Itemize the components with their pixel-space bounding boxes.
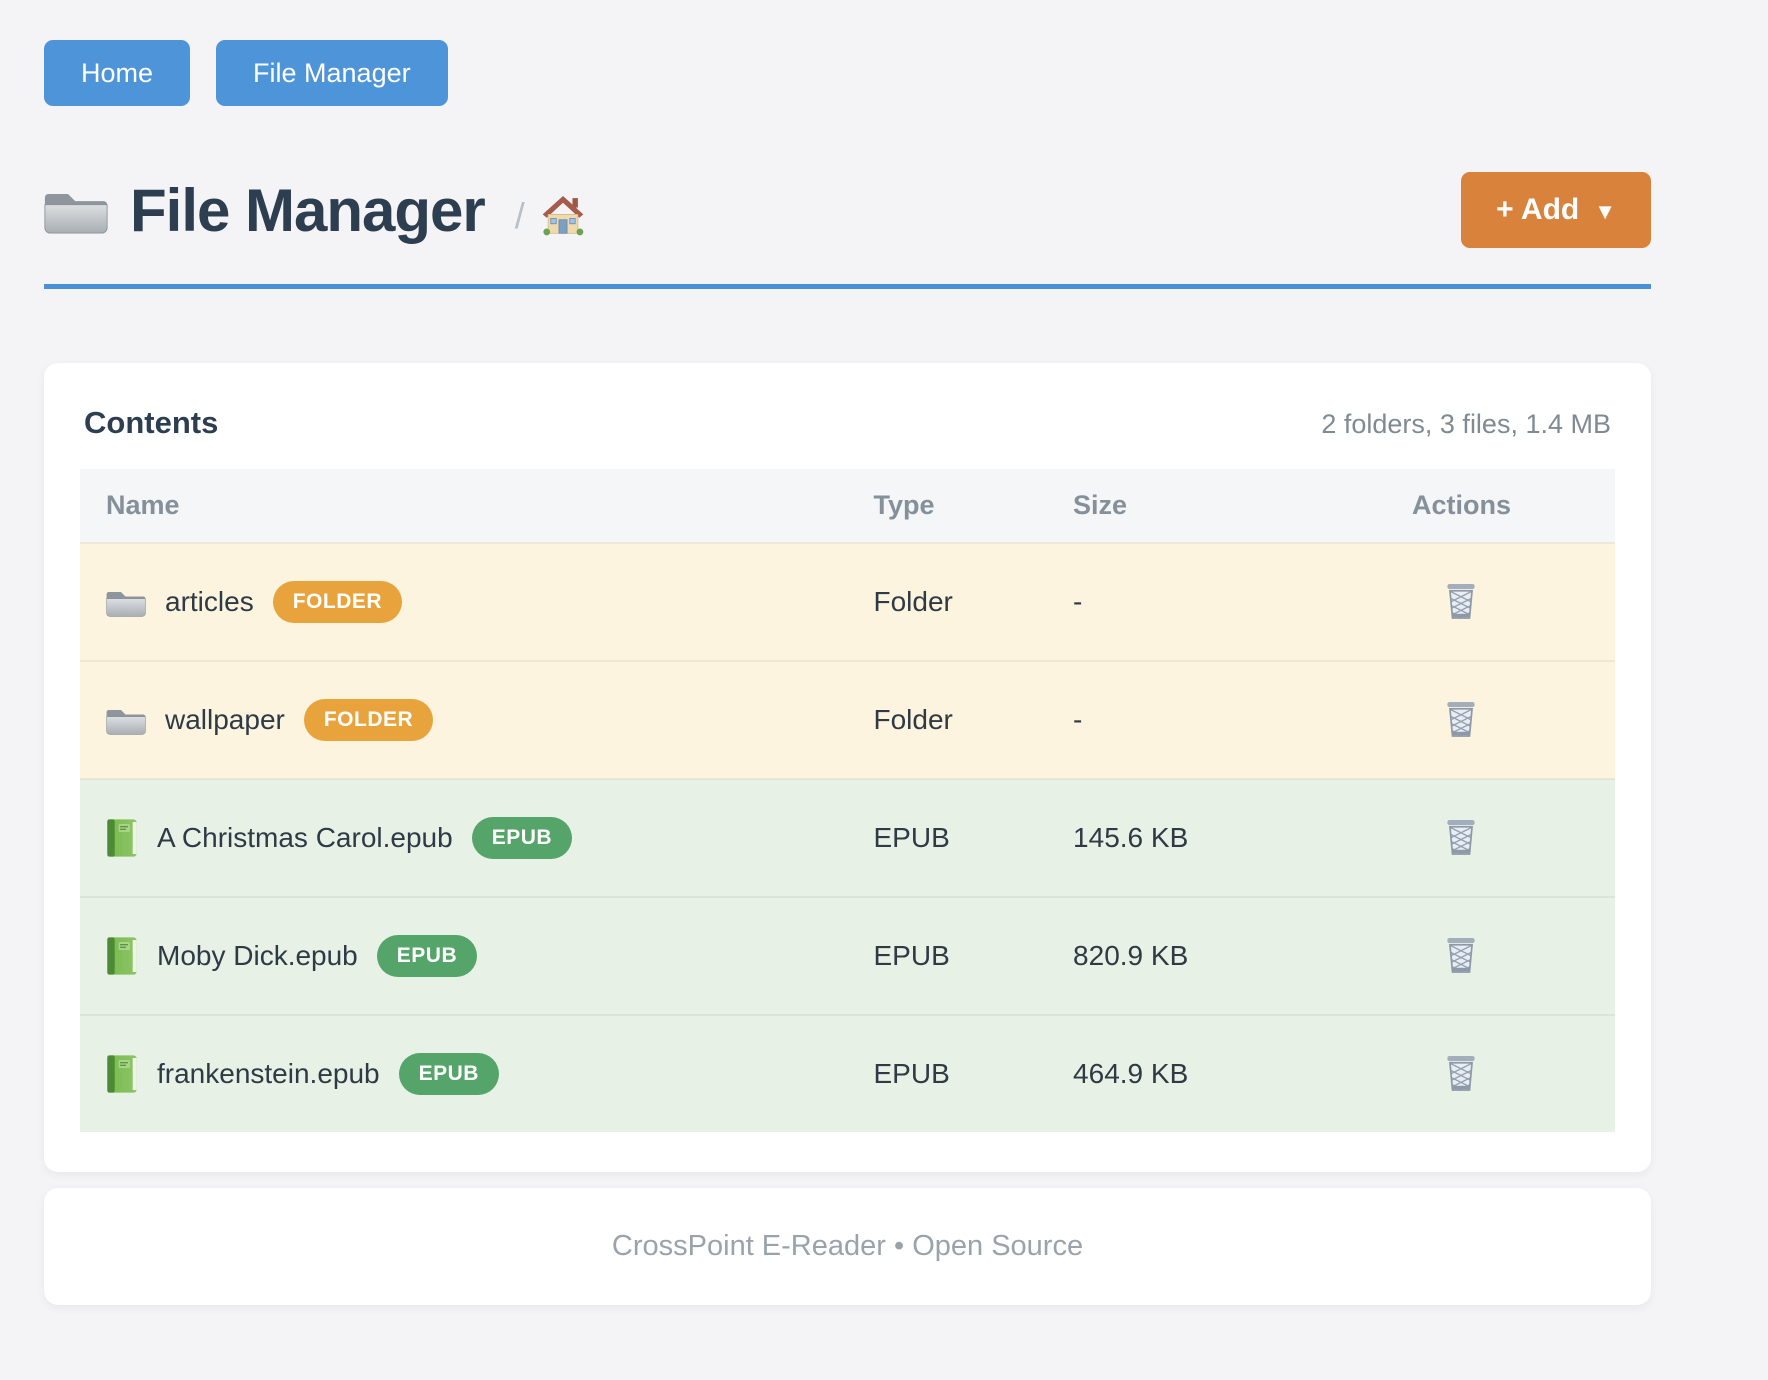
column-header-type: Type (848, 469, 1048, 543)
table-row: Moby Dick.epub EPUB EPUB 820.9 KB (80, 897, 1615, 1015)
folder-icon (106, 585, 146, 619)
delete-button[interactable] (1438, 1049, 1484, 1097)
table-row: wallpaper FOLDER Folder - (80, 661, 1615, 779)
table-row: A Christmas Carol.epub EPUB EPUB 145.6 K… (80, 779, 1615, 897)
file-type-badge: FOLDER (273, 581, 402, 623)
file-table-header: Name Type Size Actions (80, 469, 1615, 543)
file-type: Folder (848, 661, 1048, 779)
home-nav-button[interactable]: Home (44, 40, 190, 106)
file-type-badge: EPUB (472, 817, 572, 859)
house-icon[interactable] (541, 194, 585, 236)
table-row: articles FOLDER Folder - (80, 543, 1615, 661)
add-button-label: + Add (1496, 193, 1579, 227)
page-header: File Manager / + Add ▼ (44, 172, 1651, 248)
contents-card: Contents 2 folders, 3 files, 1.4 MB Name… (44, 363, 1651, 1172)
breadcrumb-separator: / (515, 195, 525, 237)
contents-summary: 2 folders, 3 files, 1.4 MB (1321, 409, 1611, 440)
file-name[interactable]: frankenstein.epub (157, 1058, 380, 1090)
wastebasket-icon (1444, 817, 1478, 857)
wastebasket-icon (1444, 581, 1478, 621)
wastebasket-icon (1444, 699, 1478, 739)
file-size: - (1047, 543, 1308, 661)
green-book-icon (106, 936, 138, 976)
file-name[interactable]: Moby Dick.epub (157, 940, 358, 972)
contents-title: Contents (84, 405, 218, 441)
folder-icon (106, 703, 146, 737)
column-header-size: Size (1047, 469, 1308, 543)
file-type-badge: EPUB (399, 1053, 499, 1095)
add-button[interactable]: + Add ▼ (1461, 172, 1651, 248)
file-type-badge: FOLDER (304, 699, 433, 741)
file-table: Name Type Size Actions articles FOLDER F… (80, 469, 1615, 1132)
folder-icon (44, 183, 108, 237)
green-book-icon (106, 818, 138, 858)
footer-card: CrossPoint E-Reader • Open Source (44, 1188, 1651, 1305)
top-nav: Home File Manager (44, 40, 1651, 106)
file-name[interactable]: A Christmas Carol.epub (157, 822, 453, 854)
file-type: EPUB (848, 779, 1048, 897)
delete-button[interactable] (1438, 577, 1484, 625)
file-type: EPUB (848, 1015, 1048, 1132)
file-type-badge: EPUB (377, 935, 477, 977)
file-size: 464.9 KB (1047, 1015, 1308, 1132)
file-name[interactable]: wallpaper (165, 704, 285, 736)
page-title: File Manager (130, 176, 485, 245)
file-name[interactable]: articles (165, 586, 254, 618)
file-manager-page: Home File Manager File Manager / + Add ▼… (0, 0, 1768, 1325)
file-size: 145.6 KB (1047, 779, 1308, 897)
wastebasket-icon (1444, 1053, 1478, 1093)
table-row: frankenstein.epub EPUB EPUB 464.9 KB (80, 1015, 1615, 1132)
contents-card-header: Contents 2 folders, 3 files, 1.4 MB (80, 397, 1615, 469)
wastebasket-icon (1444, 935, 1478, 975)
file-table-body: articles FOLDER Folder - wallpaper (80, 543, 1615, 1132)
title-divider (44, 284, 1651, 289)
column-header-name: Name (80, 469, 848, 543)
file-manager-nav-button[interactable]: File Manager (216, 40, 448, 106)
delete-button[interactable] (1438, 695, 1484, 743)
file-type: Folder (848, 543, 1048, 661)
delete-button[interactable] (1438, 931, 1484, 979)
footer-text: CrossPoint E-Reader • Open Source (612, 1230, 1083, 1262)
file-type: EPUB (848, 897, 1048, 1015)
green-book-icon (106, 1054, 138, 1094)
chevron-down-icon: ▼ (1594, 199, 1616, 225)
file-size: 820.9 KB (1047, 897, 1308, 1015)
delete-button[interactable] (1438, 813, 1484, 861)
file-size: - (1047, 661, 1308, 779)
column-header-actions: Actions (1308, 469, 1615, 543)
